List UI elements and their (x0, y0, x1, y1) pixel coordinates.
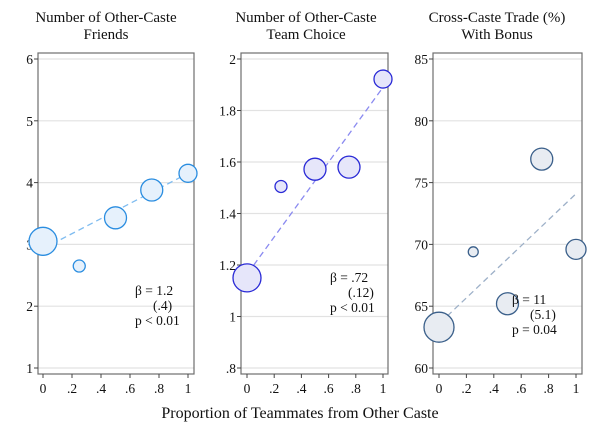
data-point (303, 157, 327, 181)
plot-frame (37, 52, 195, 375)
x-tick-label: .2 (67, 381, 77, 396)
data-point (530, 147, 554, 171)
data-point (337, 155, 361, 179)
x-axis-label: Proportion of Teammates from Other Caste (161, 405, 438, 422)
panel-title-line: Number of Other-Caste (35, 10, 177, 26)
x-tick-label: 1 (185, 381, 192, 396)
y-tick-label: .8 (226, 361, 236, 376)
y-tick-label: 1 (26, 361, 33, 376)
x-tick-label: .8 (351, 381, 361, 396)
y-tick-label: 80 (415, 114, 429, 129)
regression-annotation: β = 1.2 (135, 283, 173, 298)
panel-title-line: Team Choice (266, 27, 346, 43)
x-tick-label: .4 (296, 381, 306, 396)
y-tick-label: 1.2 (219, 258, 236, 273)
data-point (232, 263, 262, 293)
y-tick-label: 2 (26, 299, 33, 314)
y-tick-label: 70 (415, 237, 429, 252)
x-tick-label: .8 (544, 381, 554, 396)
x-tick-label: 1 (573, 381, 580, 396)
x-tick-label: 0 (436, 381, 443, 396)
regression-annotation: β = 11 (512, 292, 546, 307)
panel-3: Cross-Caste Trade (%)With Bonus 60 65 70 75 8… (415, 10, 587, 396)
x-tick-label: 0 (244, 381, 251, 396)
data-point (178, 163, 198, 183)
y-tick-label: 2 (229, 52, 236, 67)
data-point (495, 292, 520, 316)
panel-title-line: Number of Other-Caste (235, 10, 377, 26)
regression-annotation: (.12) (348, 285, 374, 300)
x-tick-label: 0 (40, 381, 47, 396)
y-tick-label: 4 (26, 176, 33, 191)
regression-annotation: p = 0.04 (512, 322, 557, 337)
x-tick-label: .2 (461, 381, 471, 396)
data-point (72, 259, 86, 273)
regression-annotation: p < 0.01 (135, 313, 180, 328)
data-point (423, 311, 455, 343)
y-tick-label: 1 (229, 310, 236, 325)
panel-1: Number of Other-CasteFriends1234560.2.4.… (26, 10, 198, 396)
regression-annotation: p < 0.01 (330, 300, 375, 315)
data-point (140, 178, 164, 202)
y-tick-label: 5 (26, 114, 33, 129)
data-point (565, 238, 587, 260)
data-point (103, 206, 128, 230)
data-point (274, 179, 288, 194)
panel-title-line: Cross-Caste Trade (%) (429, 10, 566, 26)
y-tick-label: 1.6 (219, 155, 236, 170)
data-point (373, 69, 393, 89)
data-point (28, 226, 58, 256)
y-tick-label: 1.4 (219, 207, 236, 222)
y-tick-label: 75 (415, 176, 429, 191)
regression-annotation: (5.1) (530, 307, 556, 322)
plot-frame (432, 52, 583, 375)
y-tick-label: 1.8 (219, 104, 236, 119)
regression-annotation: (.4) (153, 298, 172, 313)
regression-annotation: β = .72 (330, 270, 368, 285)
y-tick-label: 6 (26, 52, 33, 67)
x-tick-label: .6 (516, 381, 526, 396)
y-tick-label: 85 (415, 52, 429, 67)
x-tick-label: .6 (324, 381, 334, 396)
x-tick-label: .6 (125, 381, 135, 396)
data-point (467, 246, 479, 258)
x-tick-label: .2 (269, 381, 279, 396)
y-tick-label: 65 (415, 299, 429, 314)
panel-title-line: With Bonus (461, 27, 533, 43)
x-tick-label: .4 (96, 381, 106, 396)
fit-line (253, 86, 384, 266)
x-tick-label: .4 (489, 381, 499, 396)
y-tick-label: 60 (415, 361, 429, 376)
x-tick-label: 1 (380, 381, 387, 396)
x-tick-label: .8 (154, 381, 164, 396)
panel-title-line: Friends (84, 27, 129, 43)
